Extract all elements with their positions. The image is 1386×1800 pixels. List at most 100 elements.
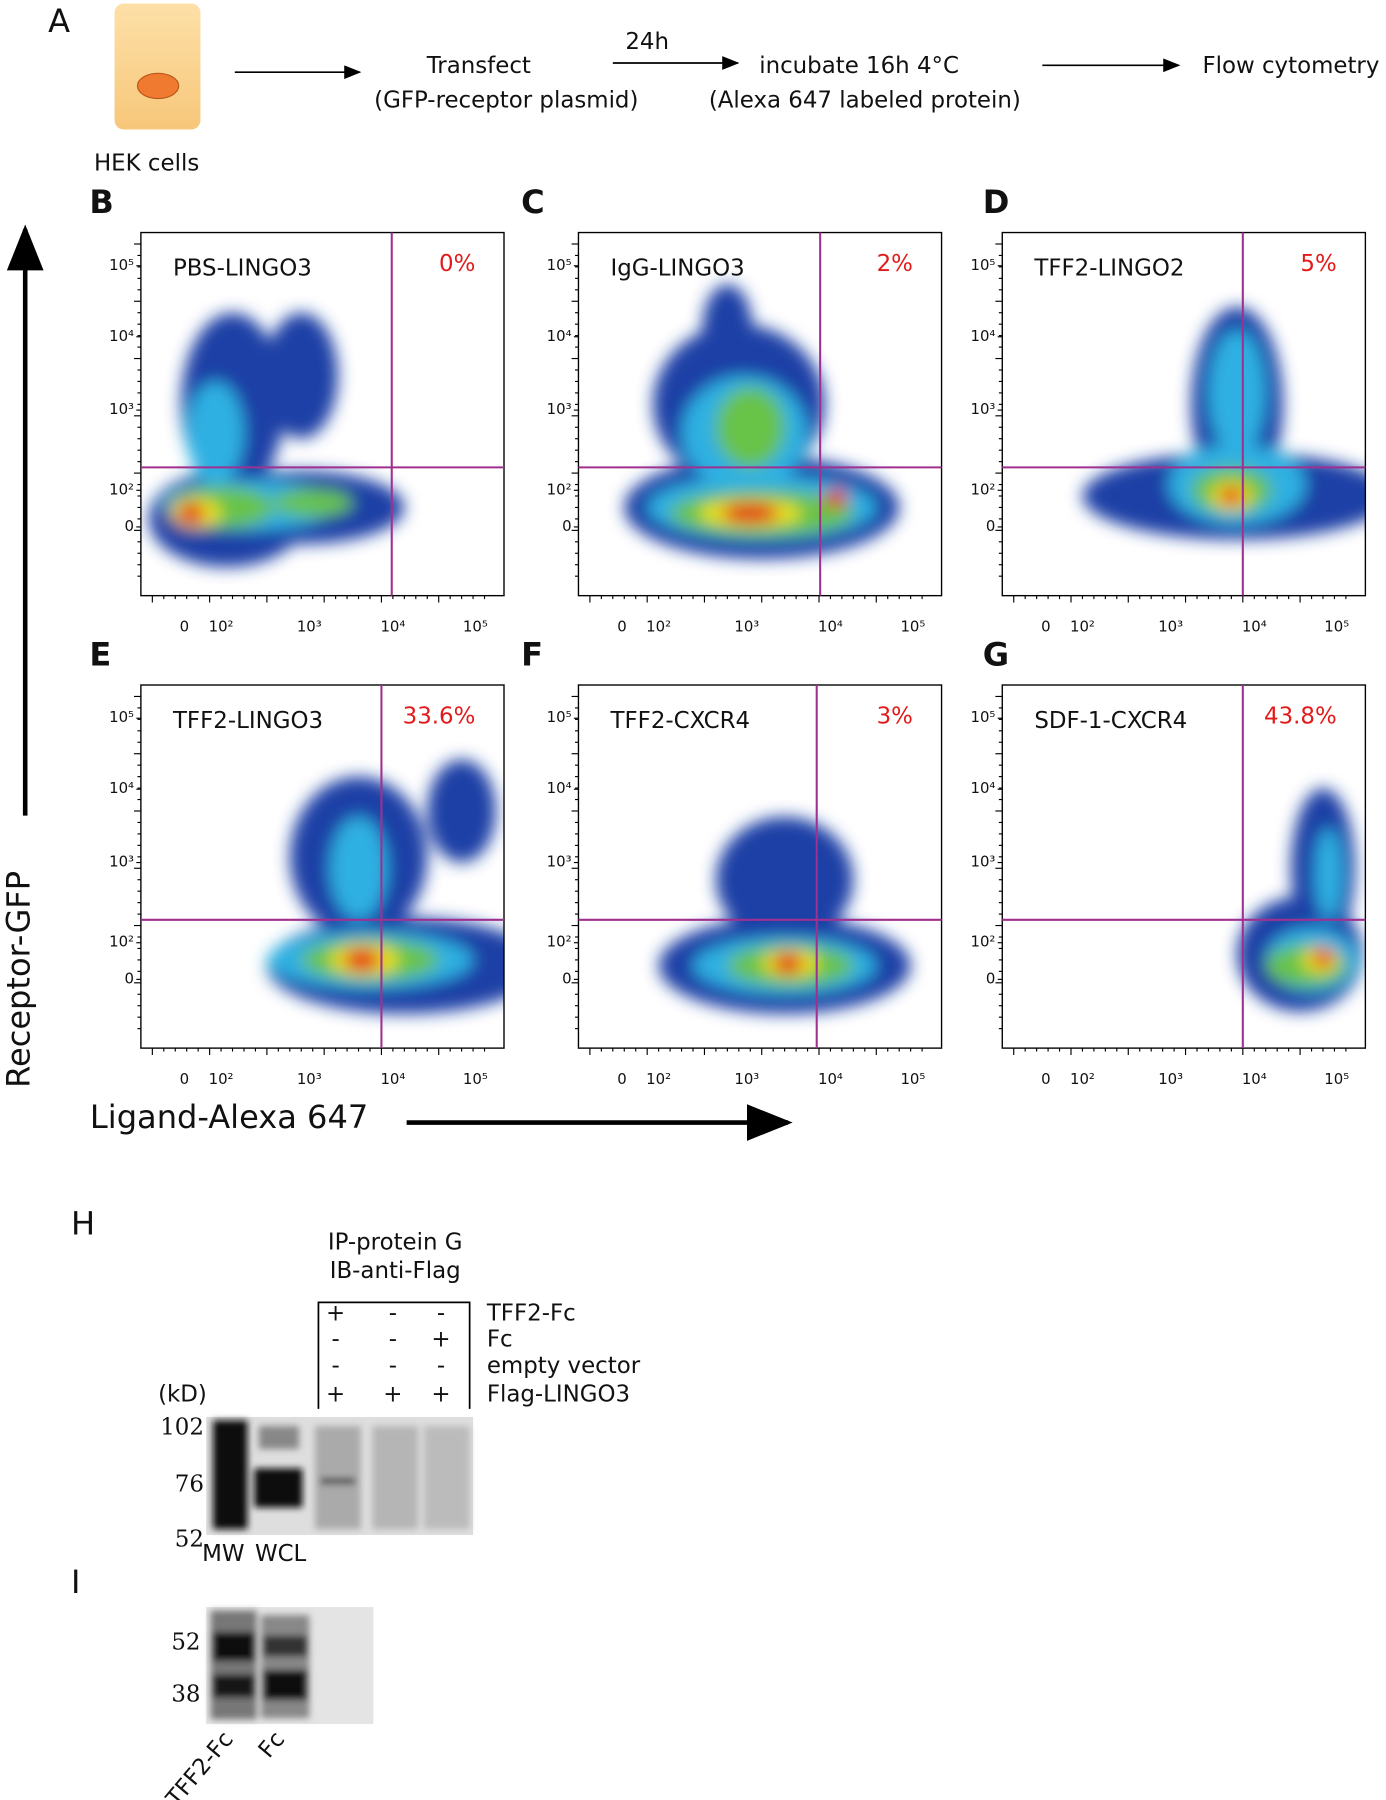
panel-label: D: [983, 183, 1010, 221]
panel-label: E: [89, 635, 111, 673]
x-tick-label: 10²: [209, 618, 234, 636]
step-sub: (Alexa 647 labeled protein): [709, 87, 1021, 113]
y-tick-label: 0: [562, 969, 571, 987]
x-tick-label: 10³: [734, 1070, 759, 1088]
unit-label: (kD): [158, 1382, 207, 1408]
y-tick-label: 10⁵: [970, 708, 995, 726]
y-tick-label: 10³: [547, 400, 572, 418]
density-region: [702, 284, 753, 376]
x-tick-label: 10⁵: [1324, 1070, 1349, 1088]
x-tick-label: 10⁴: [818, 618, 843, 636]
plot-frame: [140, 231, 505, 597]
marker-label: 38: [171, 1681, 200, 1707]
x-tick-label: 10⁴: [1242, 618, 1267, 636]
sample-name: SDF-1-CXCR4: [1034, 708, 1187, 734]
y-tick-label: 10²: [109, 480, 134, 498]
sign: -: [437, 1300, 445, 1326]
density-region: [177, 502, 206, 524]
flow-plot: E TFF2-LINGO3 33.6% 10⁵ 10⁴ 10³ 10² 0 0 10² 10³ 10⁴…: [89, 635, 505, 1088]
sign: +: [431, 1382, 450, 1408]
y-axis-label: Receptor-GFP: [0, 871, 38, 1088]
y-tick-label: 10⁴: [109, 779, 134, 797]
plot-frame: [1001, 231, 1367, 597]
density-region: [715, 387, 785, 468]
sample-name: PBS-LINGO3: [173, 256, 312, 282]
x-tick-label: 0: [1041, 1070, 1050, 1088]
density-region: [329, 816, 388, 920]
x-tick-label: 10⁴: [380, 1070, 405, 1088]
density-region: [186, 381, 244, 485]
y-tick-label: 10⁵: [109, 256, 134, 274]
sign: +: [383, 1382, 402, 1408]
x-tick-label: 10⁴: [380, 618, 405, 636]
blot-h: [206, 1416, 474, 1535]
panel-label: B: [89, 183, 113, 221]
panel-label: G: [983, 635, 1009, 673]
sign: +: [326, 1382, 345, 1408]
x-tick-label: 10³: [297, 1070, 322, 1088]
y-tick-label: 0: [986, 969, 995, 987]
x-tick-label: 10⁴: [818, 1070, 843, 1088]
flow-plot: B PBS-LINGO3 0% 10⁵ 10⁴ 10³ 10² 0 0 10² 10³ 10⁴ 10⁵: [89, 183, 505, 636]
x-tick-label: 0: [617, 1070, 626, 1088]
x-tick-label: 10²: [209, 1070, 234, 1088]
density-region: [715, 816, 854, 943]
row-label: Flag-LINGO3: [487, 1382, 630, 1408]
y-tick-label: 0: [125, 969, 134, 987]
sample-name: IgG-LINGO3: [611, 256, 745, 282]
x-tick-label: 0: [617, 618, 626, 636]
panel-label: H: [71, 1205, 95, 1243]
marker-label: 52: [175, 1527, 204, 1553]
step-text: Transfect: [426, 53, 531, 79]
x-tick-label: 10³: [1158, 1070, 1183, 1088]
final-step: Flow cytometry: [1202, 53, 1379, 79]
flow-plot: D TFF2-LINGO2 5% 10⁵ 10⁴ 10³ 10² 0 0 10² 10³ 10⁴ 10⁵: [970, 183, 1367, 636]
sample-name: TFF2-LINGO2: [1033, 256, 1184, 282]
density-map: [624, 284, 900, 559]
y-tick-label: 10³: [970, 853, 995, 871]
sign: -: [389, 1327, 397, 1353]
y-tick-label: 10⁴: [547, 779, 572, 797]
panel-label: F: [521, 635, 543, 673]
y-tick-label: 10⁵: [547, 708, 572, 726]
density-region: [721, 502, 779, 524]
y-tick-label: 10³: [109, 853, 134, 871]
x-tick-label: 10³: [734, 618, 759, 636]
y-tick-label: 10⁵: [547, 256, 572, 274]
sample-name: TFF2-CXCR4: [610, 708, 751, 734]
y-tick-label: 10²: [970, 480, 995, 498]
y-tick-label: 10⁴: [547, 327, 572, 345]
density-map: [1237, 788, 1364, 1012]
flow-plot: F TFF2-CXCR4 3% 10⁵ 10⁴ 10³ 10² 0 0 10² 10³ 10⁴ 10⁵: [521, 635, 943, 1088]
x-tick-label: 10³: [1158, 618, 1183, 636]
blot-heading: IB-anti-Flag: [330, 1258, 461, 1284]
y-tick-label: 10³: [109, 400, 134, 418]
flow-plot: G SDF-1-CXCR4 43.8% 10⁵ 10⁴ 10³ 10² 0 0 10² 10³ 10⁴…: [970, 635, 1367, 1088]
sign: -: [389, 1353, 397, 1379]
plot-frame: [577, 684, 943, 1049]
blot-h-labels: TFF2-Fc+ - -Fc- - +empty vector- - -Flag-LINGO…: [160, 1300, 641, 1567]
x-tick-label: 10⁵: [1324, 618, 1349, 636]
x-tick-label: 10²: [646, 618, 671, 636]
sign: -: [331, 1353, 339, 1379]
x-tick-label: 10²: [1070, 1070, 1095, 1088]
density-region: [1312, 948, 1334, 967]
sign: -: [331, 1327, 339, 1353]
density-region: [773, 953, 803, 974]
density-layers: [658, 816, 911, 1014]
y-tick-label: 10²: [547, 480, 572, 498]
lane-label: MW: [202, 1541, 244, 1567]
density-region: [343, 948, 381, 972]
y-tick-label: 10²: [547, 933, 572, 951]
density-layers: [1082, 306, 1366, 540]
blot-heading: IP-protein G: [328, 1229, 463, 1255]
x-tick-label: 10⁵: [900, 618, 925, 636]
density-map: [148, 312, 405, 568]
y-tick-label: 0: [125, 517, 134, 535]
x-tick-label: 0: [180, 618, 189, 636]
x-tick-label: 10⁵: [463, 618, 488, 636]
step-sub: (GFP-receptor plasmid): [374, 87, 638, 113]
